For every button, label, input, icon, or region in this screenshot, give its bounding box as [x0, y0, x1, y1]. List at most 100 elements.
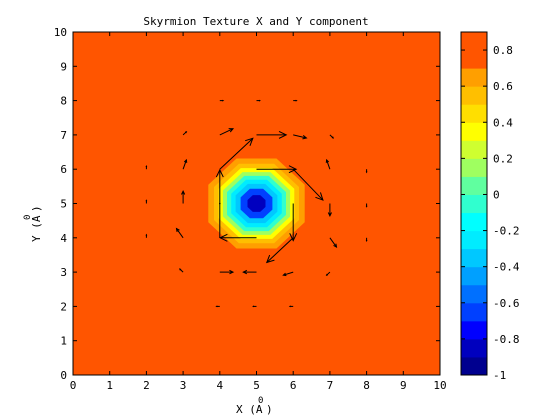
quiver-arrow-shaft — [182, 159, 187, 170]
quiver-arrow-head — [302, 135, 308, 140]
quiver-arrow-33 — [215, 305, 220, 308]
y-tick-label-6: 6 — [60, 163, 67, 176]
colorbar-level-2 — [461, 320, 487, 340]
contour-band-8 — [247, 195, 266, 212]
quiver-arrow-head — [315, 192, 324, 201]
quiver-arrow-head — [184, 131, 188, 134]
colorbar-tick-label-3: 0.2 — [493, 152, 513, 165]
quiver-arrow-29 — [365, 169, 368, 174]
x-tick-label-3: 3 — [180, 379, 187, 392]
x-axis-label: X (A 0 ) — [236, 396, 273, 416]
quiver-arrow-35 — [288, 305, 294, 308]
x-axis-label-text: X (A — [236, 403, 263, 416]
y-tick-label-1: 1 — [60, 335, 67, 348]
quiver-arrow-1 — [219, 137, 254, 170]
colorbar-tick-label-2: 0.4 — [493, 116, 513, 129]
quiver-arrow-head — [215, 168, 224, 178]
quiver-arrow-shaft — [266, 237, 294, 263]
x-axis-ticks: 0 1 2 3 4 5 6 7 8 9 10 — [70, 32, 447, 392]
quiver-arrow-28 — [365, 203, 368, 208]
quiver-arrow-head — [145, 233, 148, 236]
x-tick-label-6: 6 — [290, 379, 297, 392]
colorbar-tick-label-5: -0.2 — [493, 225, 520, 238]
quiver-arrow-31 — [256, 99, 261, 102]
x-tick-label-9: 9 — [400, 379, 407, 392]
quiver-arrow-head — [145, 199, 148, 202]
y-tick-label-5: 5 — [60, 198, 67, 211]
quiver-arrow-3 — [256, 165, 298, 174]
y-tick-label-10: 10 — [54, 26, 67, 39]
quiver-arrow-head — [245, 137, 254, 146]
quiver-arrow-17 — [293, 134, 308, 140]
colorbar-level-8 — [461, 212, 487, 232]
x-tick-label-1: 1 — [106, 379, 113, 392]
colorbar-tick-label-6: -0.4 — [493, 261, 520, 274]
colorbar-level-3 — [461, 302, 487, 322]
colorbar-level-1 — [461, 338, 487, 358]
quiver-arrow-8 — [219, 202, 221, 205]
x-tick-label-0: 0 — [70, 379, 77, 392]
quiver-arrow-12 — [242, 269, 257, 275]
colorbar-tick-label-0: 0.8 — [493, 44, 513, 57]
quiver-arrow-24 — [145, 199, 148, 204]
quiver-arrow-9 — [181, 190, 186, 204]
colorbar-level-11 — [461, 158, 487, 177]
quiver-arrow-shaft — [293, 134, 307, 139]
colorbar-tick-label-1: 0.6 — [493, 80, 513, 93]
quiver-arrow-26 — [145, 233, 148, 238]
colorbar-tick-label-4: 0 — [493, 188, 500, 201]
y-tick-label-4: 4 — [60, 232, 67, 245]
quiver-arrow-head — [327, 212, 332, 217]
quiver-arrow-head — [229, 269, 235, 275]
colorbar: 0.8 0.6 0.4 0.2 0 -0.2 -0.4 -0.6 -0.8 -1 — [460, 31, 520, 382]
colorbar-level-17 — [461, 32, 487, 69]
quiver-arrow-dot — [219, 202, 221, 205]
quiver-arrow-21 — [325, 271, 331, 276]
quiver-arrow-30 — [219, 99, 225, 102]
quiver-arrow-25 — [145, 164, 148, 170]
quiver-arrow-head — [181, 190, 186, 195]
x-tick-label-4: 4 — [216, 379, 223, 392]
quiver-arrow-shaft — [219, 128, 234, 136]
colorbar-level-0 — [461, 356, 487, 376]
quiver-arrow-head — [365, 171, 368, 174]
chart-title: Skyrmion Texture X and Y component — [143, 15, 368, 28]
quiver-arrow-4 — [292, 168, 324, 201]
plot-area — [72, 31, 441, 376]
x-axis-label-superscript: 0 — [258, 396, 263, 406]
quiver-arrow-shaft — [329, 237, 337, 248]
quiver-arrow-head — [242, 269, 248, 275]
y-axis-label: Y (A 0 ) — [23, 205, 43, 242]
quiver-arrow-head — [258, 99, 261, 102]
quiver-arrow-2 — [256, 130, 288, 139]
colorbar-level-15 — [461, 86, 487, 105]
quiver-arrow-shaft — [283, 271, 294, 276]
quiver-arrow-head — [325, 158, 330, 163]
colorbar-tick-label-8: -0.8 — [493, 333, 520, 346]
quiver-arrow-head — [221, 99, 225, 102]
quiver-arrow-head — [215, 305, 218, 308]
y-axis-label-close: ) — [30, 205, 43, 212]
quiver-arrow-22 — [178, 268, 184, 273]
x-tick-label-10: 10 — [433, 379, 446, 392]
quiver-arrow-head — [219, 233, 228, 242]
colorbar-level-9 — [461, 194, 487, 214]
colorbar-level-12 — [461, 140, 487, 159]
quiver-arrow-head — [365, 205, 368, 208]
quiver-arrow-head — [289, 233, 298, 242]
x-tick-label-8: 8 — [363, 379, 370, 392]
quiver-arrow-head — [278, 130, 288, 139]
y-tick-label-3: 3 — [60, 266, 67, 279]
y-axis-ticks: 0 1 2 3 4 5 6 7 8 9 10 — [54, 26, 440, 382]
quiver-arrow-head — [365, 239, 368, 243]
colorbar-level-7 — [461, 230, 487, 250]
quiver-arrow-14 — [329, 237, 338, 248]
quiver-arrow-5 — [289, 203, 298, 242]
quiver-arrow-shaft — [176, 228, 184, 239]
y-axis-label-text: Y (A — [30, 215, 43, 242]
quiver-arrow-head — [331, 136, 335, 139]
colorbar-ticks: 0.8 0.6 0.4 0.2 0 -0.2 -0.4 -0.6 -0.8 -1 — [461, 44, 520, 382]
quiver-arrow-head — [288, 305, 292, 308]
quiver-arrow-head — [282, 272, 287, 277]
quiver-arrow-head — [183, 158, 188, 163]
